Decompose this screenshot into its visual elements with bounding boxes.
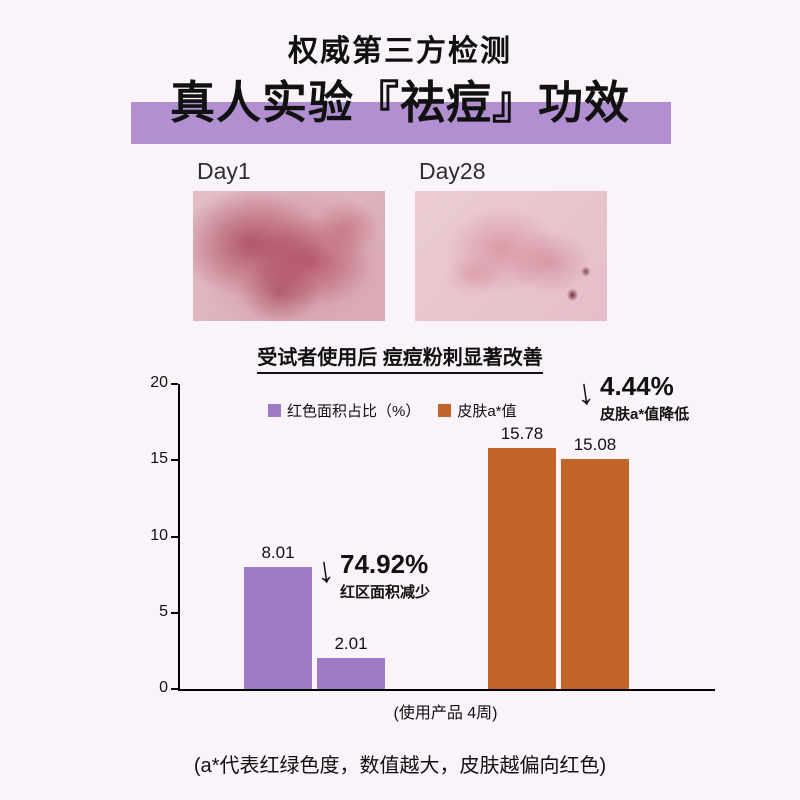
- kicker-text: 权威第三方检测: [288, 35, 512, 68]
- legend-item-a-value: 皮肤a*值: [438, 400, 517, 421]
- bar-value-label: 15.08: [573, 435, 617, 455]
- bar-series0-item1: [317, 658, 385, 689]
- x-axis-label: (使用产品 4周): [393, 705, 498, 722]
- before-column: Day1: [193, 158, 385, 321]
- before-after-comparison: Day1 Day28: [0, 158, 800, 321]
- bar-series1-item1: [561, 459, 629, 689]
- y-tick-mark: [171, 383, 178, 385]
- chart-title: 受试者使用后 痘痘粉刺显著改善: [0, 341, 800, 374]
- legend-swatch-orange: [438, 404, 452, 417]
- page-title: 真人实验『祛痘』功效: [169, 77, 630, 128]
- bar-chart: 红色面积占比（%） 皮肤a*值 ↓ 74.92% 红区面积减少 ↓ 4.44% …: [150, 370, 715, 696]
- y-tick-mark: [171, 459, 178, 462]
- after-skin-image: [415, 191, 607, 321]
- after-column: Day28: [415, 158, 607, 321]
- legend-item-red-area: 红色面积占比（%）: [268, 400, 420, 421]
- legend-label-red-area: 红色面积占比（%）: [287, 403, 421, 420]
- annotation-caption: 红区面积减少: [340, 583, 431, 601]
- y-tick-label-0: 0: [159, 679, 168, 696]
- title-highlight-band: [131, 102, 671, 144]
- down-arrow-icon: ↓: [313, 547, 337, 592]
- bar-value-label: 15.78: [500, 424, 544, 444]
- y-tick-label-5: 5: [159, 602, 168, 620]
- annotation-red-area-reduction: ↓ 74.92% 红区面积减少: [313, 547, 430, 602]
- legend-swatch-purple: [268, 404, 281, 417]
- title-section: 真人实验『祛痘』功效: [0, 78, 800, 144]
- a-value-explanation: (a*代表红绿色度，数值越大，皮肤越偏向红色): [193, 755, 607, 777]
- annotation-value: 4.44%: [600, 371, 674, 401]
- after-label: Day28: [419, 158, 486, 184]
- before-label: Day1: [197, 158, 251, 184]
- annotation-value: 74.92%: [340, 549, 429, 579]
- down-arrow-icon: ↓: [573, 369, 597, 414]
- bar-series0-item0: [244, 566, 312, 689]
- y-tick-mark: [171, 535, 178, 538]
- annotation-caption: 皮肤a*值降低: [600, 405, 690, 423]
- before-skin-image: [193, 191, 385, 321]
- y-tick-mark: [171, 688, 178, 690]
- legend-label-a-value: 皮肤a*值: [457, 403, 517, 420]
- bar-series1-item0: [488, 448, 556, 689]
- y-tick-label-20: 20: [150, 374, 168, 391]
- y-tick-label-15: 15: [150, 450, 168, 468]
- bar-value-label: 8.01: [261, 542, 295, 562]
- bar-value-label: 2.01: [334, 634, 368, 654]
- annotation-text-block: 4.44% 皮肤a*值降低: [600, 372, 689, 424]
- chart-legend: 红色面积占比（%） 皮肤a*值: [268, 400, 517, 421]
- y-tick-label-10: 10: [150, 526, 168, 544]
- annotation-a-value-reduction: ↓ 4.44% 皮肤a*值降低: [573, 369, 689, 424]
- annotation-text-block: 74.92% 红区面积减少: [340, 550, 430, 602]
- y-tick-mark: [171, 611, 178, 614]
